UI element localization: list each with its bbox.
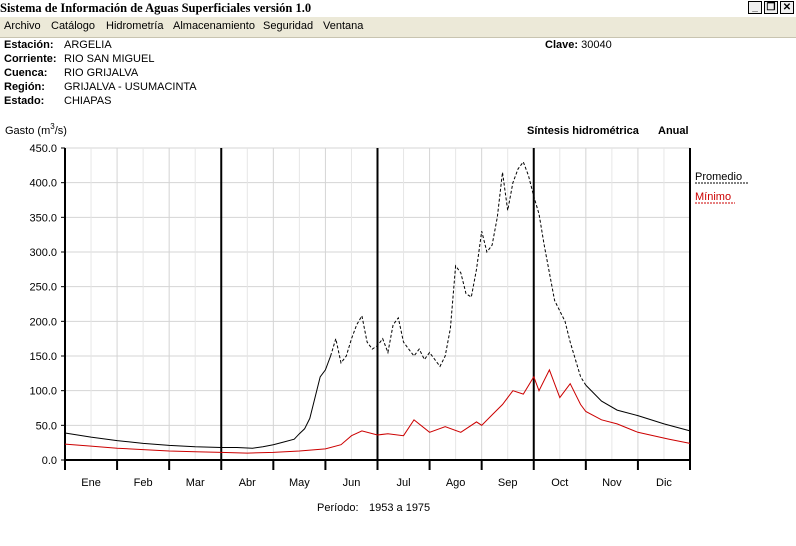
period-value: 1953 a 1975: [369, 502, 430, 514]
y-tick-label: 300.0: [29, 247, 57, 259]
x-tick-label: Sep: [498, 477, 518, 489]
chart-subtitle: Anual: [658, 125, 689, 137]
menu-archivo[interactable]: Archivo: [4, 20, 41, 32]
menu-bar: Archivo Catálogo Hidrometría Almacenamie…: [0, 17, 796, 38]
y-tick-label: 350.0: [29, 212, 57, 224]
y-tick-label: 0.0: [42, 455, 57, 467]
cuenca-value: RIO GRIJALVA: [64, 67, 139, 79]
menu-almacenamiento[interactable]: Almacenamiento: [173, 20, 255, 32]
x-tick-label: Ene: [81, 477, 101, 489]
x-tick-label: Feb: [134, 477, 153, 489]
x-tick-label: Abr: [239, 477, 256, 489]
series-promedio-tail: [585, 384, 691, 432]
series-promedio-dashed: [330, 160, 587, 386]
estacion-label: Estación:: [4, 39, 54, 51]
menu-seguridad[interactable]: Seguridad: [263, 20, 314, 32]
y-tick-label: 250.0: [29, 282, 57, 294]
minimize-button[interactable]: _: [748, 1, 762, 14]
window-title: Sistema de Información de Aguas Superfic…: [0, 1, 312, 15]
menu-hidrometria[interactable]: Hidrometría: [106, 20, 164, 32]
legend-promedio: Promedio: [695, 171, 742, 183]
legend-minimo: Mínimo: [695, 191, 731, 203]
estacion-value: ARGELIA: [64, 39, 112, 51]
x-tick-label: Oct: [551, 477, 568, 489]
x-tick-label: Ago: [446, 477, 466, 489]
cuenca-label: Cuenca:: [4, 67, 48, 79]
chart-legend: Promedio Mínimo: [695, 171, 749, 204]
y-tick-label: 100.0: [29, 386, 57, 398]
estado-value: CHIAPAS: [64, 95, 112, 107]
clave-row: Clave: 30040: [545, 39, 612, 51]
estado-label: Estado:: [4, 95, 45, 107]
corriente-label: Corriente:: [4, 53, 57, 65]
window-controls: _ ❐ ✕: [748, 1, 794, 14]
period-label: Período:: [317, 502, 359, 514]
region-value: GRIJALVA - USUMACINTA: [64, 81, 197, 93]
menu-catalogo[interactable]: Catálogo: [51, 20, 96, 32]
y-axis-label: Gasto (m3/s): [5, 122, 67, 137]
y-tick-label: 400.0: [29, 178, 57, 190]
x-tick-label: Dic: [656, 477, 672, 489]
x-tick-label: Jul: [397, 477, 411, 489]
restore-button[interactable]: ❐: [764, 1, 778, 14]
clave-value: 30040: [581, 39, 612, 51]
x-axis: Ene Feb Mar Abr May Jun Jul Ago Sep Oct Nov Dic: [64, 460, 691, 489]
series-promedio-line: [64, 355, 332, 449]
chart-series: [64, 160, 691, 454]
x-tick-label: Jun: [343, 477, 361, 489]
series-minimo-line: [64, 368, 691, 454]
chart-title: Síntesis hidrométrica: [527, 125, 640, 137]
y-tick-label: 450.0: [29, 143, 57, 155]
clave-label: Clave:: [545, 39, 579, 51]
region-label: Región:: [4, 81, 45, 93]
x-tick-label: Mar: [186, 477, 205, 489]
x-tick-label: May: [289, 477, 310, 489]
title-bar: Sistema de Información de Aguas Superfic…: [0, 0, 796, 17]
corriente-value: RIO SAN MIGUEL: [64, 53, 155, 65]
y-axis: 0.0 50.0 100.0 150.0 200.0 250.0 300.0 350.0 400…: [29, 143, 65, 467]
y-tick-label: 50.0: [36, 420, 57, 432]
y-tick-label: 200.0: [29, 316, 57, 328]
y-tick-label: 150.0: [29, 351, 57, 363]
chart-grid: [64, 147, 691, 461]
close-button[interactable]: ✕: [780, 1, 794, 14]
x-tick-label: Nov: [602, 477, 622, 489]
menu-ventana[interactable]: Ventana: [323, 20, 364, 32]
